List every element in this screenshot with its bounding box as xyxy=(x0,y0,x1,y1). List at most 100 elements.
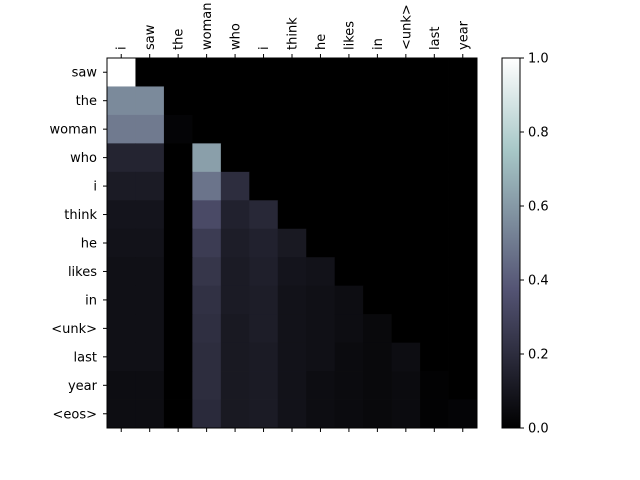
heatmap-cell xyxy=(334,228,364,258)
x-tick-label: the xyxy=(172,29,187,50)
heatmap-cell xyxy=(448,257,478,287)
heatmap-cell xyxy=(334,285,364,315)
heatmap-cell xyxy=(391,86,421,116)
colorbar-frame xyxy=(501,57,521,429)
heatmap-cell xyxy=(448,114,478,144)
heatmap-cell xyxy=(135,342,165,372)
heatmap-cell xyxy=(391,257,421,287)
heatmap-cell xyxy=(249,314,279,344)
heatmap-cell xyxy=(420,228,449,258)
x-tick-label: likes xyxy=(342,21,357,50)
heatmap-cell xyxy=(306,399,336,429)
heatmap-cell xyxy=(107,314,136,344)
heatmap-cell xyxy=(135,399,165,429)
heatmap-cell xyxy=(448,86,478,116)
heatmap-cell xyxy=(220,228,250,258)
heatmap-cell xyxy=(192,285,222,315)
heatmap-cell xyxy=(192,371,222,400)
colorbar-tick-label: 0.0 xyxy=(528,422,549,437)
y-tick-label: he xyxy=(81,237,97,252)
heatmap-cell xyxy=(363,285,393,315)
heatmap-cell xyxy=(448,314,478,344)
heatmap-cell xyxy=(277,114,307,144)
heatmap-cell xyxy=(277,143,307,173)
heatmap-cell xyxy=(363,342,393,372)
colorbar-tick-label: 0.2 xyxy=(528,348,549,363)
heatmap-cell xyxy=(363,171,393,201)
heatmap-cell xyxy=(107,171,136,201)
heatmap-cell xyxy=(334,399,364,429)
colorbar-tick-label: 1.0 xyxy=(528,52,549,67)
heatmap-cell xyxy=(277,58,307,87)
heatmap-cell xyxy=(420,285,449,315)
heatmap-cell xyxy=(192,58,222,87)
heatmap-cell xyxy=(363,228,393,258)
heatmap-cell xyxy=(192,399,222,429)
heatmap-cell xyxy=(363,314,393,344)
heatmap-cell xyxy=(448,371,478,400)
heatmap-cell xyxy=(249,399,279,429)
heatmap-cell xyxy=(135,200,165,230)
heatmap-cell xyxy=(192,228,222,258)
heatmap-cell xyxy=(277,399,307,429)
heatmap-cell xyxy=(163,342,193,372)
colorbar-gradient xyxy=(502,58,520,428)
heatmap-cell xyxy=(420,143,449,173)
heatmap-cell xyxy=(420,371,449,400)
y-tick-label: year xyxy=(68,379,98,394)
heatmap-cell xyxy=(420,257,449,287)
heatmap-cell xyxy=(249,228,279,258)
heatmap-cell xyxy=(334,143,364,173)
heatmap-cell xyxy=(107,257,136,287)
heatmap-cell xyxy=(448,399,478,429)
heatmap-cell xyxy=(249,58,279,87)
y-tick-label: woman xyxy=(50,123,97,138)
heatmap-cell xyxy=(306,371,336,400)
heatmap-cell xyxy=(192,314,222,344)
heatmap-cell xyxy=(363,58,393,87)
heatmap-cell xyxy=(277,257,307,287)
heatmap-cell xyxy=(163,171,193,201)
heatmap-cell xyxy=(107,371,136,400)
x-tick-label: he xyxy=(314,34,329,50)
y-tick-label: <eos> xyxy=(52,407,97,422)
heatmap-cells xyxy=(107,58,478,429)
heatmap-cell xyxy=(163,86,193,116)
heatmap-cell xyxy=(277,371,307,400)
heatmap-cell xyxy=(391,371,421,400)
x-tick-label: think xyxy=(286,17,301,50)
x-axis-ticks xyxy=(120,54,464,432)
heatmap-cell xyxy=(107,200,136,230)
heatmap-cell xyxy=(163,228,193,258)
heatmap-cell xyxy=(334,114,364,144)
heatmap-cell xyxy=(107,285,136,315)
x-axis-tick-labels: i saw the woman who i think he likes in <unk> last y… xyxy=(115,3,472,50)
heatmap-cell xyxy=(135,58,165,87)
heatmap-cell xyxy=(220,143,250,173)
colorbar-tick-label: 0.8 xyxy=(528,126,549,141)
heatmap-cell xyxy=(306,58,336,87)
heatmap-cell xyxy=(306,171,336,201)
heatmap-cell xyxy=(306,314,336,344)
y-tick-label: who xyxy=(70,151,97,166)
heatmap-cell xyxy=(107,228,136,258)
heatmap-cell xyxy=(277,228,307,258)
heatmap-cell xyxy=(420,86,449,116)
heatmap-cell xyxy=(277,171,307,201)
heatmap-cell xyxy=(277,285,307,315)
x-tick-label: i xyxy=(257,46,272,50)
heatmap-cell xyxy=(220,285,250,315)
heatmap-cell xyxy=(107,342,136,372)
heatmap-cell xyxy=(363,200,393,230)
heatmap-cell xyxy=(391,228,421,258)
heatmap-cell xyxy=(192,257,222,287)
colorbar-tick-label: 0.6 xyxy=(528,200,549,215)
y-tick-label: the xyxy=(76,94,97,109)
y-tick-label: likes xyxy=(68,265,97,280)
x-tick-label: saw xyxy=(143,24,158,50)
heatmap-cell xyxy=(220,200,250,230)
heatmap-cell xyxy=(107,143,136,173)
heatmap-cell xyxy=(306,228,336,258)
heatmap-cell xyxy=(306,200,336,230)
heatmap-cell xyxy=(420,314,449,344)
